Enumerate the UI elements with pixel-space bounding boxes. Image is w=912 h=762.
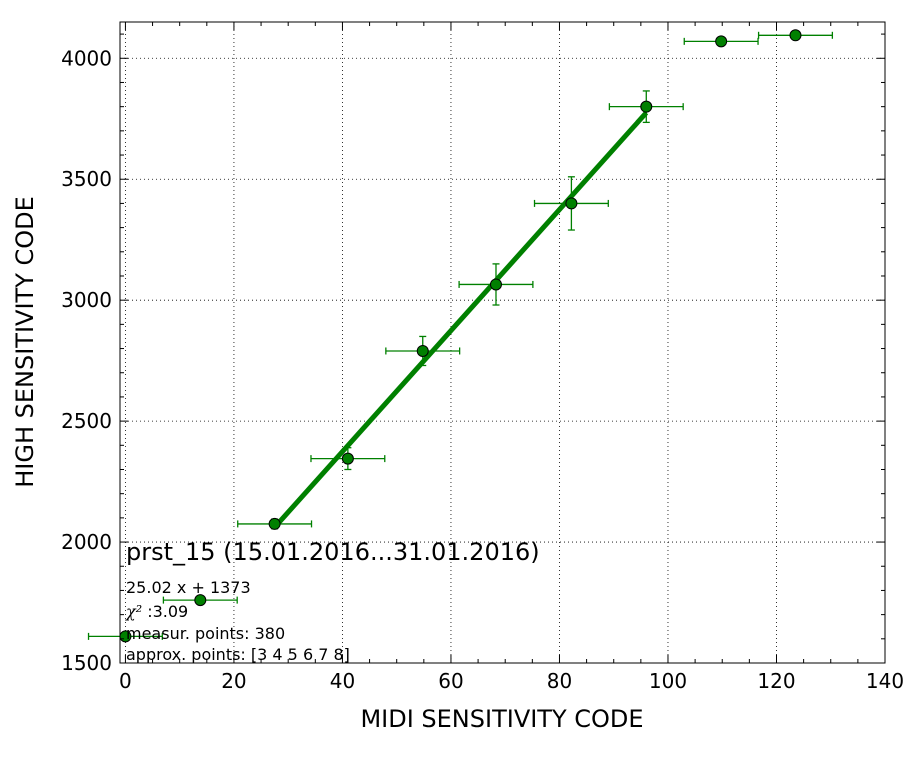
y-tick-label: 3000 — [61, 288, 112, 312]
y-tick-label: 2500 — [61, 409, 112, 433]
data-point — [640, 100, 653, 113]
annotation-title: prst_15 (15.01.2016...31.01.2016) — [126, 538, 540, 566]
x-tick-label: 20 — [221, 669, 246, 693]
y-tick-label: 4000 — [61, 46, 112, 70]
annotation-approx-points: approx. points: [3 4 5 6 7 8] — [126, 645, 350, 664]
data-point-group — [757, 29, 834, 42]
data-point-group — [162, 594, 238, 607]
data-point-group — [458, 263, 534, 306]
data-point — [715, 35, 728, 48]
annotation-chi2: χ² :3.09 — [125, 602, 188, 621]
x-tick-label: 60 — [438, 669, 463, 693]
x-tick-label: 120 — [757, 669, 795, 693]
data-point-group — [237, 517, 313, 530]
x-tick-label: 140 — [866, 669, 904, 693]
data-point — [194, 594, 207, 607]
annotation-chi2-symbol: χ² — [125, 602, 142, 621]
y-tick-label: 2000 — [61, 530, 112, 554]
tick-labels: 0 20 40 60 80 100 120 140 1500 2000 2500 3000 3500 40… — [61, 46, 904, 693]
ticks — [120, 22, 886, 664]
data-point-group — [683, 35, 759, 48]
data-points-layer — [87, 29, 834, 643]
data-point — [565, 197, 578, 210]
data-point — [268, 517, 281, 530]
x-tick-label: 40 — [330, 669, 355, 693]
data-point-group — [310, 447, 386, 471]
x-tick-label: 100 — [649, 669, 687, 693]
x-axis-label: MIDI SENSITIVITY CODE — [360, 705, 643, 733]
data-point-group — [608, 90, 684, 124]
data-point — [489, 278, 502, 291]
y-tick-label: 1500 — [61, 651, 112, 675]
data-point — [789, 29, 802, 42]
y-axis-label: HIGH SENSITIVITY CODE — [11, 196, 39, 488]
plot-frame — [119, 21, 886, 664]
data-point-group — [533, 176, 609, 231]
x-tick-label: 0 — [119, 669, 132, 693]
annotation-measur-points: measur. points: 380 — [126, 624, 285, 643]
data-point-group — [385, 335, 461, 367]
annotation-fit: 25.02 x + 1373 — [126, 578, 251, 597]
x-tick-label: 80 — [547, 669, 572, 693]
data-point — [416, 344, 429, 357]
annotation-chi2-value: :3.09 — [142, 602, 188, 621]
data-point — [341, 452, 354, 465]
y-tick-label: 3500 — [61, 167, 112, 191]
